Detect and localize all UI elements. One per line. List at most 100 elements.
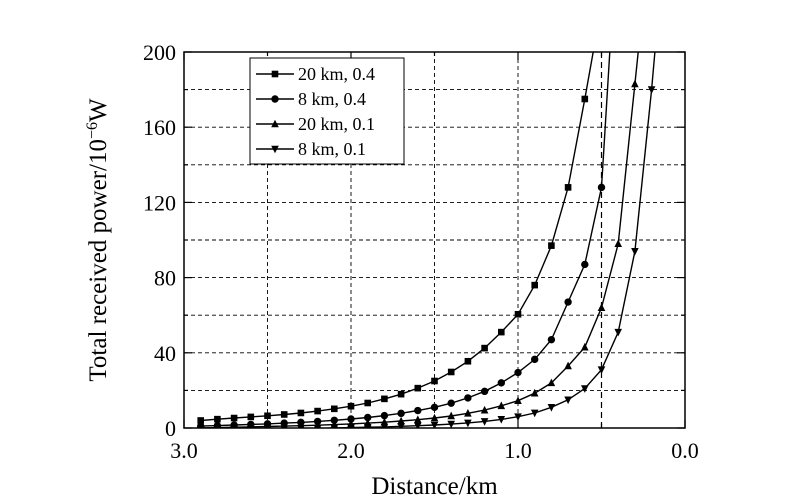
marker-triangle-up	[547, 378, 556, 387]
marker-circle	[447, 399, 455, 407]
x-tick-label: 1.0	[504, 438, 532, 463]
y-tick-label: 40	[154, 341, 176, 366]
marker-triangle-down	[313, 425, 322, 428]
marker-triangle-down	[614, 328, 622, 337]
marker-triangle-up	[514, 396, 522, 405]
marker-square	[271, 70, 279, 78]
marker-circle	[330, 416, 338, 424]
marker-square	[364, 399, 371, 407]
marker-square	[481, 344, 488, 352]
legend-entry: 20 km, 0.1	[256, 114, 375, 134]
series-1	[197, 52, 594, 424]
marker-triangle-down	[530, 409, 539, 418]
marker-square	[214, 415, 221, 423]
marker-circle	[271, 95, 279, 103]
marker-square	[498, 328, 505, 336]
marker-square	[514, 310, 522, 318]
marker-square	[397, 390, 405, 398]
marker-circle	[480, 387, 489, 396]
marker-circle	[564, 298, 572, 306]
y-axis-title-exponent: −6	[84, 122, 101, 139]
marker-triangle-down	[280, 425, 288, 428]
marker-triangle-down	[564, 396, 572, 405]
marker-triangle-up	[530, 388, 539, 397]
axis-ticks: 0 40 80 120 160 200 3.0 2.0 1.0 0.0	[143, 40, 699, 463]
marker-triangle-up	[480, 405, 489, 414]
legend-label: 8 km, 0.1	[298, 139, 366, 159]
marker-square	[381, 395, 388, 403]
y-axis-title: Total received power/10−6W	[84, 98, 112, 382]
legend-label: 20 km, 0.1	[298, 114, 375, 134]
marker-triangle-down	[247, 426, 255, 428]
grid-lines	[184, 52, 685, 428]
marker-triangle-up	[631, 79, 639, 88]
marker-circle	[380, 411, 389, 420]
marker-square	[264, 412, 271, 420]
marker-triangle-down	[480, 418, 489, 426]
y-tick-label: 160	[143, 115, 176, 140]
marker-circle	[597, 183, 606, 192]
marker-triangle-up	[464, 409, 472, 417]
marker-circle	[531, 355, 539, 364]
marker-triangle-down	[581, 385, 589, 393]
y-tick-label: 80	[154, 266, 176, 291]
marker-triangle-up	[447, 411, 455, 420]
marker-circle	[430, 403, 439, 412]
marker-triangle-down	[631, 247, 639, 256]
y-axis-title-unit: W	[85, 98, 112, 122]
x-tick-label: 3.0	[170, 438, 198, 463]
marker-triangle-down	[447, 420, 455, 428]
marker-circle	[397, 409, 405, 418]
marker-triangle-up	[614, 239, 622, 248]
marker-triangle-down	[330, 424, 339, 428]
marker-square	[431, 377, 438, 385]
marker-triangle-up	[597, 303, 606, 311]
marker-square	[548, 242, 555, 249]
marker-square	[314, 407, 321, 415]
marker-triangle-down	[414, 422, 422, 428]
marker-triangle-up	[430, 413, 439, 422]
marker-circle	[347, 415, 355, 423]
marker-triangle-up	[414, 415, 422, 424]
legend-entry: 8 km, 0.1	[256, 139, 366, 159]
marker-triangle-down	[547, 404, 556, 412]
marker-square	[197, 417, 204, 424]
marker-triangle-up	[564, 361, 572, 370]
marker-square	[247, 413, 255, 421]
marker-circle	[414, 406, 422, 415]
legend-entry: 20 km, 0.4	[256, 64, 375, 84]
marker-square	[531, 281, 538, 289]
marker-triangle-down	[464, 419, 472, 428]
marker-triangle-down	[297, 425, 305, 428]
marker-circle	[547, 335, 556, 344]
marker-triangle-up	[271, 119, 279, 128]
marker-triangle-up	[497, 401, 506, 410]
marker-triangle-down	[380, 423, 389, 428]
marker-square	[414, 384, 422, 392]
marker-square	[230, 414, 238, 422]
x-tick-label: 2.0	[337, 438, 365, 463]
series-line	[200, 52, 639, 428]
marker-triangle-down	[397, 423, 405, 428]
legend-entry: 8 km, 0.4	[256, 89, 366, 109]
legend-label: 8 km, 0.4	[298, 89, 366, 109]
x-axis-title: Distance/km	[371, 473, 498, 500]
marker-square	[331, 405, 338, 413]
marker-circle	[464, 394, 472, 402]
marker-triangle-down	[363, 423, 372, 428]
marker-square	[447, 368, 455, 376]
marker-triangle-down	[514, 413, 522, 422]
marker-square	[464, 357, 472, 365]
marker-triangle-up	[397, 416, 405, 425]
legend: 20 km, 0.4 8 km, 0.4 20 km, 0.1 8 km, 0.1	[249, 57, 405, 165]
y-tick-label: 0	[165, 416, 176, 441]
marker-triangle-down	[647, 86, 656, 94]
marker-circle	[364, 413, 372, 422]
marker-triangle-down	[597, 366, 606, 375]
x-tick-label: 0.0	[671, 438, 699, 463]
y-axis-title-main: Total received power/10	[85, 139, 112, 382]
legend-label: 20 km, 0.4	[298, 64, 375, 84]
marker-square	[297, 409, 305, 417]
y-tick-label: 200	[143, 40, 176, 65]
